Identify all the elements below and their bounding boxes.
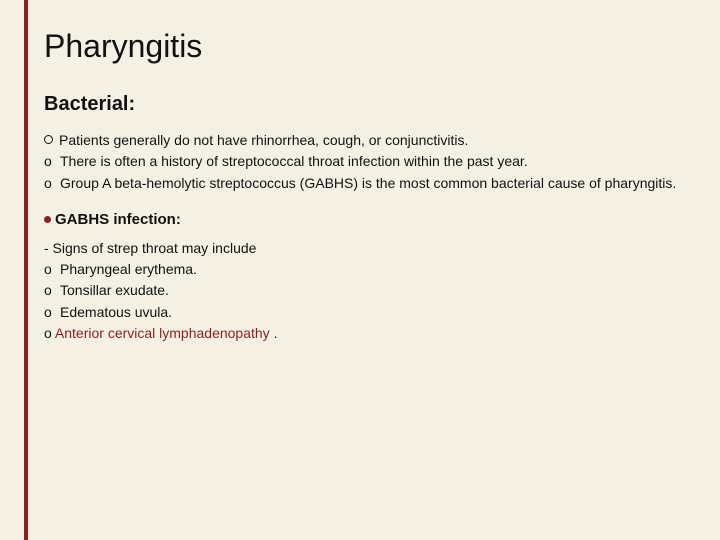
bullet-o-icon: o	[44, 302, 60, 322]
bullet-o-icon: o	[44, 280, 60, 300]
bullet-open-icon	[44, 135, 53, 144]
signs-intro-text: - Signs of strep throat may include	[44, 238, 680, 258]
section-label: GABHS infection:	[55, 211, 181, 228]
signs-intro: - Signs of strep throat may include	[44, 238, 680, 258]
bullet-text: Group A beta-hemolytic streptococcus (GA…	[60, 173, 680, 193]
dot-icon	[44, 216, 51, 223]
list-item: o Pharyngeal erythema.	[44, 259, 680, 279]
signs-block: - Signs of strep throat may include o Ph…	[44, 238, 680, 343]
bullet-o-icon: o	[44, 259, 60, 279]
main-bullet-list: Patients generally do not have rhinorrhe…	[44, 130, 680, 193]
list-item: o Tonsillar exudate.	[44, 280, 680, 300]
sign-last-suffix: .	[274, 325, 278, 341]
sign-last-prefix: o	[44, 325, 55, 341]
list-item: o Anterior cervical lymphadenopathy .	[44, 323, 680, 343]
subtitle: Bacterial:	[44, 93, 680, 116]
sign-text: Edematous uvula.	[60, 302, 680, 322]
list-item: o There is often a history of streptococ…	[44, 151, 680, 171]
slide-content: Pharyngitis Bacterial: Patients generall…	[0, 0, 720, 343]
page-title: Pharyngitis	[44, 28, 680, 65]
bullet-text: Patients generally do not have rhinorrhe…	[59, 130, 680, 150]
list-item: o Group A beta-hemolytic streptococcus (…	[44, 173, 680, 193]
accent-bar	[24, 0, 28, 540]
bullet-o-icon: o	[44, 173, 60, 193]
bullet-o-icon: o	[44, 151, 60, 171]
sign-text: Tonsillar exudate.	[60, 280, 680, 300]
sign-last-highlight: Anterior cervical lymphadenopathy	[55, 325, 274, 341]
sign-text: Pharyngeal erythema.	[60, 259, 680, 279]
section-heading: GABHS infection:	[44, 211, 680, 228]
sign-text-last: o Anterior cervical lymphadenopathy .	[44, 323, 680, 343]
list-item: Patients generally do not have rhinorrhe…	[44, 130, 680, 150]
list-item: o Edematous uvula.	[44, 302, 680, 322]
bullet-text: There is often a history of streptococca…	[60, 151, 680, 171]
